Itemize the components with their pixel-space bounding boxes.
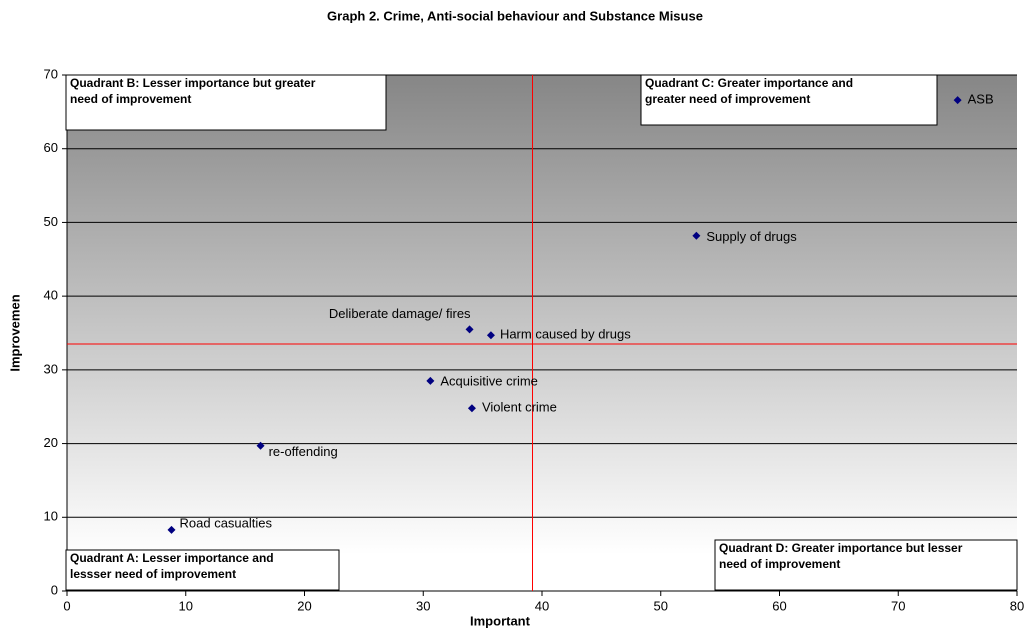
x-tick-label: 50 <box>654 598 668 613</box>
point <box>692 231 701 240</box>
x-tick-label: 70 <box>891 598 905 613</box>
y-axis-label: Improvemen <box>7 294 22 371</box>
quadrant-text: Quadrant D: Greater importance but lesse… <box>719 541 963 555</box>
point-label: Acquisitive crime <box>440 373 538 388</box>
x-tick-label: 30 <box>416 598 430 613</box>
y-tick-label: 10 <box>44 509 58 524</box>
point <box>256 441 265 450</box>
quadrant-box <box>640 74 938 126</box>
point <box>467 404 476 413</box>
quadrant-text: Quadrant B: Lesser importance but greate… <box>70 76 316 90</box>
x-tick-label: 10 <box>179 598 193 613</box>
y-tick-label: 50 <box>44 214 58 229</box>
y-tick-label: 20 <box>44 435 58 450</box>
y-tick-label: 30 <box>44 361 58 376</box>
point-label: Violent crime <box>482 400 557 415</box>
point <box>486 331 495 340</box>
point <box>953 96 962 105</box>
quadrant-box <box>714 539 1018 591</box>
point-label: ASB <box>968 92 994 107</box>
x-axis-label: Important <box>470 613 531 628</box>
quadrant-box <box>65 549 340 591</box>
point-label: Deliberate damage/ fires <box>329 306 471 321</box>
plot-area <box>67 75 1017 591</box>
quadrant-text: greater need of improvement <box>645 92 810 106</box>
point-label: Harm caused by drugs <box>500 327 631 342</box>
y-tick-label: 70 <box>44 66 58 81</box>
quadrant-box <box>65 74 387 131</box>
x-tick-label: 20 <box>297 598 311 613</box>
quadrant-text: need of improvement <box>719 557 840 571</box>
y-tick-label: 40 <box>44 288 58 303</box>
x-tick-label: 60 <box>772 598 786 613</box>
y-tick-label: 0 <box>51 582 58 597</box>
x-tick-label: 40 <box>535 598 549 613</box>
point <box>465 325 474 334</box>
quadrant-text: Quadrant C: Greater importance and <box>645 76 853 90</box>
quadrant-text: Quadrant A: Lesser importance and <box>70 551 274 565</box>
chart-title: Graph 2. Crime, Anti-social behaviour an… <box>327 8 703 23</box>
point-label: Road casualties <box>180 515 273 530</box>
x-tick-label: 0 <box>63 598 70 613</box>
quadrant-text: need of improvement <box>70 92 191 106</box>
y-tick-label: 60 <box>44 140 58 155</box>
point-label: re-offending <box>269 444 338 459</box>
x-tick-label: 80 <box>1010 598 1024 613</box>
point-label: Supply of drugs <box>706 229 797 244</box>
quadrant-text: lessser need of improvement <box>70 567 236 581</box>
point <box>167 525 176 534</box>
point <box>426 376 435 385</box>
